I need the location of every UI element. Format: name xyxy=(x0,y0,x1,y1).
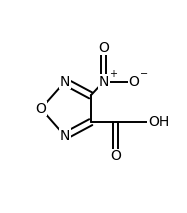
Text: O: O xyxy=(98,40,109,55)
Text: OH: OH xyxy=(148,115,169,129)
Text: N: N xyxy=(98,75,109,89)
Text: N: N xyxy=(60,75,70,89)
Text: O: O xyxy=(129,75,140,89)
Text: +: + xyxy=(109,69,117,79)
Text: O: O xyxy=(36,102,46,116)
Text: −: − xyxy=(140,69,148,79)
Text: N: N xyxy=(60,129,70,143)
Text: O: O xyxy=(110,149,121,163)
